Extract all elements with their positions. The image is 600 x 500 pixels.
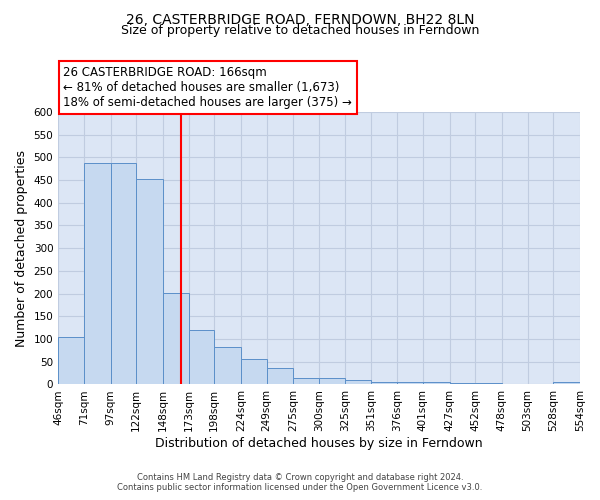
Bar [110,162,136,384]
Bar [475,382,502,384]
Bar [136,179,163,384]
Bar [449,382,475,384]
Bar [293,378,319,384]
Bar [319,378,345,384]
Bar [241,358,266,384]
Text: 26 CASTERBRIDGE ROAD: 166sqm
← 81% of detached houses are smaller (1,673)
18% of: 26 CASTERBRIDGE ROAD: 166sqm ← 81% of de… [64,66,352,109]
Bar [58,337,84,384]
Bar [188,330,214,384]
Text: 26, CASTERBRIDGE ROAD, FERNDOWN, BH22 8LN: 26, CASTERBRIDGE ROAD, FERNDOWN, BH22 8L… [126,12,474,26]
Y-axis label: Number of detached properties: Number of detached properties [15,150,28,346]
Text: Size of property relative to detached houses in Ferndown: Size of property relative to detached ho… [121,24,479,37]
Bar [423,382,449,384]
Bar [553,382,580,384]
Bar [163,292,188,384]
Bar [345,380,371,384]
Bar [371,382,397,384]
Bar [84,162,110,384]
Bar [397,382,423,384]
X-axis label: Distribution of detached houses by size in Ferndown: Distribution of detached houses by size … [155,437,483,450]
Text: Contains HM Land Registry data © Crown copyright and database right 2024.
Contai: Contains HM Land Registry data © Crown c… [118,473,482,492]
Bar [266,368,293,384]
Bar [214,346,241,385]
